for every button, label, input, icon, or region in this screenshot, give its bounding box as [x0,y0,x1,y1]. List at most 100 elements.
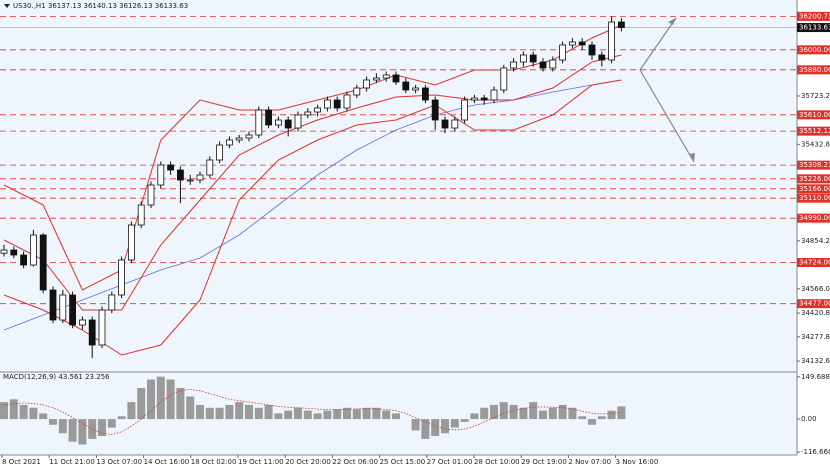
candle-body [372,77,380,81]
x-tick-label: 14 Oct 16:00 [144,458,190,466]
macd-bar [225,404,234,420]
macd-bar [127,402,136,420]
macd-bar [343,407,351,420]
candle-body [69,294,76,326]
candle-body [500,67,508,91]
candle-body [363,79,371,89]
candle-body [618,21,625,28]
macd-tick-label: -116.668 [801,448,830,456]
candle-body [274,119,282,126]
macd-bar [333,409,342,420]
candle-body [470,97,478,101]
arrow-head [689,153,695,162]
candle-body [284,119,292,129]
level-label: 36000.00 [799,46,830,54]
macd-bar [313,413,322,420]
x-tick-label: 11 Oct 21:00 [49,458,95,466]
macd-bar [294,407,302,420]
x-tick-label: 2 Nov 07:00 [568,458,611,466]
candle-body [510,61,518,69]
level-tag [797,213,830,223]
macd-bar [215,407,224,420]
level-label: 35308.23 [799,161,830,169]
plot-background [0,0,797,455]
candle-body [382,74,390,79]
macd-bar [441,419,449,434]
macd-bar [578,416,587,420]
level-tag [797,299,830,309]
x-tick-label: 25 Oct 15:00 [380,458,426,466]
level-label: 34477.00 [799,300,830,308]
macd-bar [509,404,518,420]
x-tick-label: 18 Oct 02:00 [191,458,237,466]
candle-body [588,44,596,56]
level-tag [797,11,830,21]
candle-body [490,89,498,101]
macd-bar [480,407,489,420]
macd-bar [68,419,77,442]
candle-body [39,234,47,291]
candle-body [196,174,204,181]
level-tag [797,174,830,184]
candle-body [49,289,57,321]
candle-body [412,87,420,91]
macd-bar [245,404,253,420]
level-tag [797,184,830,194]
macd-bar [499,402,508,420]
x-tick-label: 8 Oct 2021 [2,458,41,466]
candle-body [461,99,469,121]
level-label: 35110.00 [799,194,830,202]
macd-bar [49,419,57,425]
macd-bar [352,409,361,420]
candle-body [225,139,233,146]
macd-bar [186,396,195,420]
candle-body [59,294,67,321]
macd-bar [597,416,606,420]
candle-body [167,164,175,171]
candle-body [0,249,8,254]
candle-body [29,234,37,266]
y-tick-label: 34566.00 [801,285,830,293]
candle-body [216,144,224,161]
candle-body [206,159,214,176]
level-tag [797,126,830,136]
macd-bar [548,407,557,420]
candle-body [98,309,106,346]
macd-bar [392,413,400,420]
macd-bar [588,419,596,425]
macd-bar [470,413,479,420]
macd-bar [235,402,244,420]
x-tick-label: 3 Nov 16:00 [616,458,659,466]
macd-bar [19,404,28,420]
candle-body [569,41,576,46]
macd-label: MACD(12,26,9) 43.561 23.256 [3,373,110,381]
macd-bar [78,419,87,445]
menu-icon[interactable] [4,4,10,8]
y-tick-label: 35432.80 [801,140,830,148]
macd-bar [558,404,567,420]
candle-body [608,21,615,61]
macd-bar [147,379,155,420]
level-label: 35610.00 [799,111,830,119]
current-price-tag [797,23,830,33]
level-tag [797,193,830,203]
macd-bar [0,402,8,420]
macd-bar [29,407,38,420]
macd-bar [529,402,538,420]
candle-body [20,254,28,266]
candle-body [79,319,86,326]
level-label: 34990.00 [799,214,830,222]
macd-bar [539,410,547,420]
candle-body [157,164,165,186]
x-tick-label: 13 Oct 07:00 [96,458,142,466]
level-label: 35512.12 [799,127,830,135]
x-tick-label: 28 Oct 10:00 [474,458,520,466]
candle-body [421,87,429,101]
candle-body [549,59,557,69]
candle-body [10,249,18,256]
level-tag [797,65,830,75]
macd-signal [3,388,622,436]
macd-bar [39,413,48,420]
